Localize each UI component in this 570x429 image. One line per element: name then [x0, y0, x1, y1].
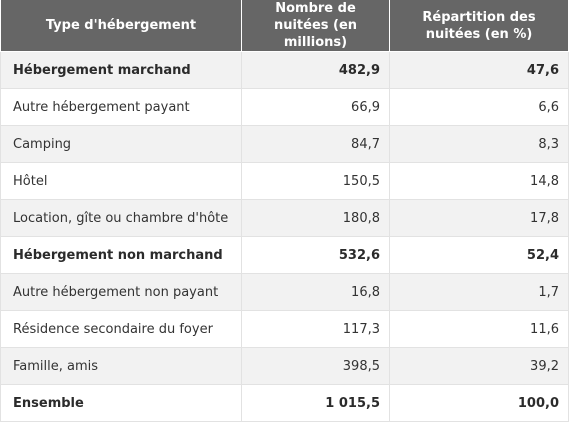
row-nuitees: 84,7	[241, 125, 390, 163]
row-nuitees: 16,8	[241, 273, 390, 311]
row-repartition: 17,8	[389, 199, 569, 237]
row-repartition: 39,2	[389, 347, 569, 385]
table-row: Ensemble 1 015,5 100,0	[0, 384, 569, 422]
table-row: Location, gîte ou chambre d'hôte 180,8 1…	[0, 199, 569, 237]
header-nuitees: Nombre de nuitées (en millions)	[241, 0, 390, 52]
row-nuitees: 66,9	[241, 88, 390, 126]
row-repartition: 14,8	[389, 162, 569, 200]
table-row: Famille, amis 398,5 39,2	[0, 347, 569, 385]
row-nuitees: 1 015,5	[241, 384, 390, 422]
table-row: Hébergement non marchand 532,6 52,4	[0, 236, 569, 274]
table-header-row: Type d'hébergement Nombre de nuitées (en…	[0, 0, 569, 52]
row-label: Ensemble	[0, 384, 242, 422]
row-label: Hôtel	[0, 162, 242, 200]
row-nuitees: 398,5	[241, 347, 390, 385]
table-row: Camping 84,7 8,3	[0, 125, 569, 163]
row-repartition: 8,3	[389, 125, 569, 163]
row-nuitees: 532,6	[241, 236, 390, 274]
header-repartition: Répartition des nuitées (en %)	[389, 0, 569, 52]
row-label: Famille, amis	[0, 347, 242, 385]
row-label: Hébergement marchand	[0, 51, 242, 89]
row-label: Autre hébergement non payant	[0, 273, 242, 311]
table-row: Hôtel 150,5 14,8	[0, 162, 569, 200]
row-repartition: 47,6	[389, 51, 569, 89]
row-label: Résidence secondaire du foyer	[0, 310, 242, 348]
row-repartition: 6,6	[389, 88, 569, 126]
row-repartition: 1,7	[389, 273, 569, 311]
table-row: Autre hébergement non payant 16,8 1,7	[0, 273, 569, 311]
row-label: Autre hébergement payant	[0, 88, 242, 126]
header-type: Type d'hébergement	[0, 0, 242, 52]
row-nuitees: 117,3	[241, 310, 390, 348]
row-repartition: 52,4	[389, 236, 569, 274]
table-row: Autre hébergement payant 66,9 6,6	[0, 88, 569, 126]
row-repartition: 11,6	[389, 310, 569, 348]
row-label: Hébergement non marchand	[0, 236, 242, 274]
row-nuitees: 180,8	[241, 199, 390, 237]
row-repartition: 100,0	[389, 384, 569, 422]
row-nuitees: 150,5	[241, 162, 390, 200]
table-row: Résidence secondaire du foyer 117,3 11,6	[0, 310, 569, 348]
row-label: Location, gîte ou chambre d'hôte	[0, 199, 242, 237]
row-nuitees: 482,9	[241, 51, 390, 89]
table-row: Hébergement marchand 482,9 47,6	[0, 51, 569, 89]
row-label: Camping	[0, 125, 242, 163]
